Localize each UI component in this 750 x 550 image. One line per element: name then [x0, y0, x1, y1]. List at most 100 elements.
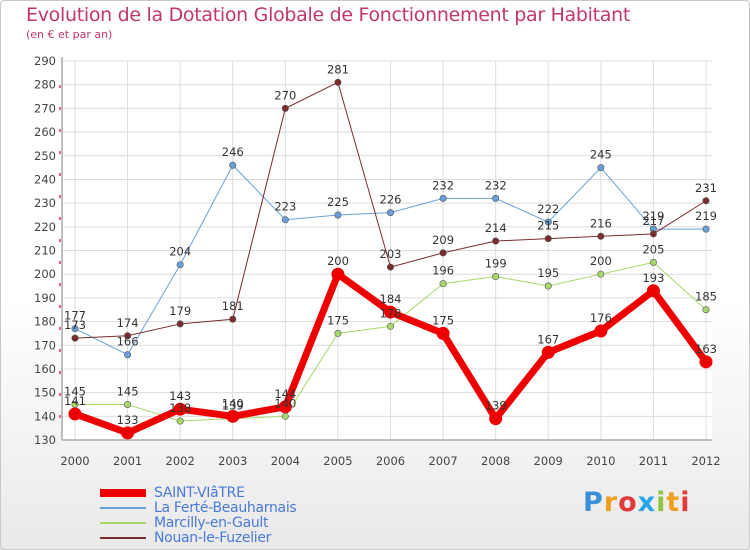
data-point: [436, 326, 450, 340]
data-label: 139: [222, 399, 244, 413]
logo-letter: P: [583, 487, 604, 518]
legend-label: Nouan-le-Fuzelier: [154, 529, 272, 546]
data-label: 270: [274, 88, 296, 102]
data-point: [121, 426, 135, 440]
x-tick-label: 2004: [271, 454, 300, 468]
data-label: 219: [642, 209, 664, 223]
x-tick-label: 2001: [113, 454, 142, 468]
data-point: [439, 249, 447, 257]
data-point: [124, 332, 132, 340]
data-label: 133: [117, 413, 139, 427]
data-point: [646, 284, 660, 298]
data-point: [544, 235, 552, 243]
data-point: [386, 322, 394, 330]
data-label: 215: [537, 219, 559, 233]
data-label: 209: [432, 233, 454, 247]
y-tick-label: 130: [34, 433, 56, 447]
data-label: 216: [590, 216, 612, 230]
data-label: 231: [695, 181, 717, 195]
data-point: [489, 412, 503, 426]
data-label: 175: [327, 313, 349, 327]
data-point: [229, 161, 237, 169]
y-tick-label: 250: [34, 149, 56, 163]
data-point: [71, 325, 79, 333]
data-label: 232: [485, 178, 507, 192]
data-label: 204: [169, 245, 191, 259]
legend-label: Marcilly-en-Gault: [154, 514, 269, 531]
data-point: [597, 270, 605, 278]
legend-item: Marcilly-en-Gault: [100, 514, 296, 531]
data-point: [492, 237, 500, 245]
x-tick-label: 2012: [691, 454, 720, 468]
data-label: 205: [642, 242, 664, 256]
legend-item: La Ferté-Beauharnais: [100, 499, 297, 516]
y-tick-label: 150: [34, 386, 56, 400]
data-point: [649, 230, 657, 238]
data-point: [597, 164, 605, 172]
x-tick-label: 2008: [481, 454, 510, 468]
y-tick-label: 210: [34, 244, 56, 258]
data-point: [281, 104, 289, 112]
data-label: 167: [537, 332, 559, 346]
data-label: 232: [432, 178, 454, 192]
logo-letter: o: [618, 487, 638, 518]
data-label: 141: [64, 394, 86, 408]
y-tick-label: 170: [34, 338, 56, 352]
data-label: 246: [222, 145, 244, 159]
data-label: 138: [169, 401, 191, 415]
y-tick-label: 140: [34, 409, 56, 423]
data-label: 145: [117, 384, 139, 398]
y-tick-label: 190: [34, 291, 56, 305]
y-tick-label: 240: [34, 172, 56, 186]
data-label: 214: [485, 221, 507, 235]
data-point: [702, 225, 710, 233]
legend-swatch: [100, 506, 146, 509]
x-tick-label: 2007: [428, 454, 457, 468]
x-tick-label: 2009: [534, 454, 563, 468]
data-point: [386, 209, 394, 217]
data-point: [173, 402, 187, 416]
data-label: 177: [64, 309, 86, 323]
data-label: 203: [380, 247, 402, 261]
x-tick-label: 2010: [586, 454, 615, 468]
data-label: 217: [642, 214, 664, 228]
data-point: [176, 417, 184, 425]
data-point: [124, 400, 132, 408]
data-label: 225: [327, 195, 349, 209]
data-label: 193: [642, 271, 664, 285]
data-point: [176, 261, 184, 269]
y-tick-label: 280: [34, 78, 56, 92]
legend-swatch: [100, 536, 146, 539]
chart-subtitle: (en € et par an): [26, 28, 113, 41]
data-point: [386, 263, 394, 271]
data-label: 140: [274, 396, 296, 410]
x-tick-label: 2006: [376, 454, 405, 468]
data-label: 173: [64, 318, 86, 332]
data-label: 139: [485, 399, 507, 413]
data-label: 196: [432, 264, 454, 278]
data-point: [702, 306, 710, 314]
logo-letter: x: [637, 487, 657, 518]
proxiti-logo: Proxiti: [583, 487, 691, 518]
data-label: 179: [169, 304, 191, 318]
data-point: [492, 194, 500, 202]
data-label: 176: [590, 311, 612, 325]
data-label: 181: [222, 299, 244, 313]
data-point: [384, 305, 397, 319]
data-label: 185: [695, 290, 717, 304]
data-point: [594, 324, 608, 338]
data-point: [702, 197, 710, 205]
y-tick-label: 160: [34, 362, 56, 376]
legend-label: La Ferté-Beauharnais: [154, 499, 297, 516]
y-tick-label: 290: [34, 54, 56, 68]
data-label: 174: [117, 316, 139, 330]
data-point: [176, 320, 184, 328]
data-point: [492, 273, 500, 281]
data-label: 175: [432, 313, 454, 327]
data-point: [699, 355, 713, 369]
x-tick-label: 2003: [218, 454, 247, 468]
data-label: 163: [695, 342, 717, 356]
data-point: [544, 218, 552, 226]
data-point: [334, 329, 342, 337]
